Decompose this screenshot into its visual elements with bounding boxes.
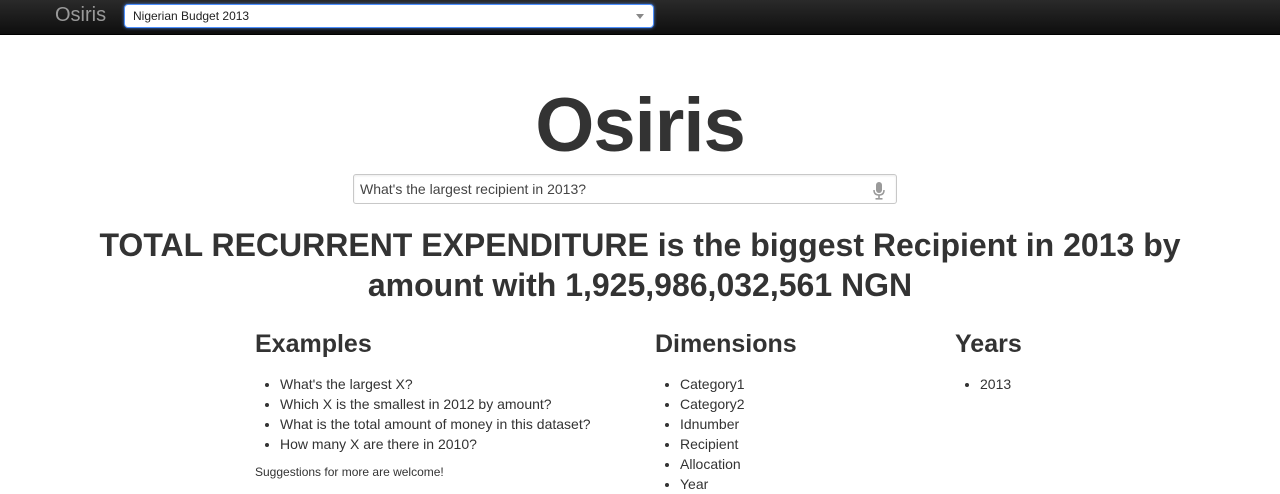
search-input[interactable]	[360, 179, 860, 199]
dimension-item: Category2	[680, 394, 935, 414]
years-section: Years 2013	[955, 328, 1155, 394]
chevron-down-icon	[636, 14, 644, 19]
example-item: What's the largest X?	[280, 374, 635, 394]
years-heading: Years	[955, 330, 1022, 358]
answer-text: TOTAL RECURRENT EXPENDITURE is the bigge…	[60, 225, 1220, 305]
dimensions-list: Category1 Category2 Idnumber Recipient A…	[655, 374, 935, 494]
answer-line-1: TOTAL RECURRENT EXPENDITURE is the bigge…	[99, 227, 1181, 263]
dataset-select-value: Nigerian Budget 2013	[133, 9, 250, 23]
microphone-icon[interactable]	[872, 182, 886, 200]
suggestions-note: Suggestions for more are welcome!	[255, 465, 444, 479]
page-title: Osiris	[535, 83, 745, 168]
dimension-item: Category1	[680, 374, 935, 394]
answer-line-2: amount with 1,925,986,032,561 NGN	[367, 267, 913, 303]
examples-section: Examples What's the largest X? Which X i…	[255, 328, 635, 480]
examples-list: What's the largest X? Which X is the sma…	[255, 374, 635, 454]
example-item: Which X is the smallest in 2012 by amoun…	[280, 394, 635, 414]
dimensions-heading: Dimensions	[655, 330, 797, 358]
example-item: What is the total amount of money in thi…	[280, 414, 635, 434]
dimension-item: Year	[680, 474, 935, 494]
top-navbar: Osiris Nigerian Budget 2013	[0, 0, 1280, 35]
examples-heading: Examples	[255, 330, 372, 358]
years-list: 2013	[955, 374, 1155, 394]
dataset-select[interactable]: Nigerian Budget 2013	[124, 4, 654, 28]
brand-link[interactable]: Osiris	[55, 4, 107, 26]
dimension-item: Allocation	[680, 454, 935, 474]
dimension-item: Idnumber	[680, 414, 935, 434]
year-item: 2013	[980, 374, 1155, 394]
example-item: How many X are there in 2010?	[280, 434, 635, 454]
search-box[interactable]	[353, 174, 897, 204]
dimension-item: Recipient	[680, 434, 935, 454]
dimensions-section: Dimensions Category1 Category2 Idnumber …	[655, 328, 935, 494]
